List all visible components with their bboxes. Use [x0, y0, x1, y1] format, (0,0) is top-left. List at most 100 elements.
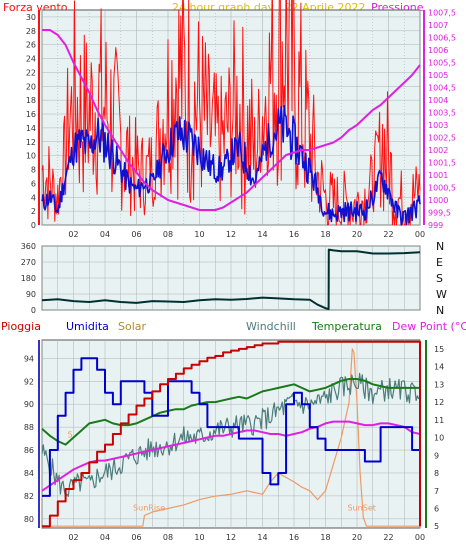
wind-y-tick: 10 — [26, 152, 36, 161]
compass-label: N — [436, 304, 444, 317]
pressure-y-tick: 1006 — [428, 46, 448, 55]
pressure-y-tick: 1003,5 — [428, 109, 456, 118]
pressure-y-tick: 1006,5 — [428, 34, 456, 43]
temperature-y-tick: 14 — [434, 363, 444, 372]
wind-x-tick: 02 — [68, 230, 78, 239]
legend-rain: Pioggia — [1, 320, 41, 333]
legend-humidity: Umidita — [66, 320, 109, 333]
temperature-series — [41, 378, 420, 446]
compass-label: S — [436, 272, 443, 285]
wind-y-tick: 0 — [31, 221, 36, 230]
temp-x-tick: 22 — [383, 533, 393, 542]
temp-x-tick: 14 — [257, 533, 267, 542]
rain-series — [42, 340, 421, 528]
wind-x-tick: 14 — [257, 230, 267, 239]
compass-label: W — [436, 288, 447, 301]
humidity-series — [42, 357, 421, 497]
temp-x-tick: 18 — [320, 533, 330, 542]
temperature-y-tick: 10 — [434, 434, 444, 443]
pressure-y-tick: 999 — [428, 221, 443, 230]
wind-y-tick: 12 — [26, 138, 36, 147]
wind-y-tick: 28 — [26, 27, 36, 36]
humidity-y-tick: 92 — [24, 377, 34, 386]
wind-x-tick: 06 — [131, 230, 141, 239]
compass-label: E — [436, 256, 443, 269]
wind-x-tick: 18 — [320, 230, 330, 239]
direction-y-tick: 90 — [26, 290, 36, 299]
temp-x-tick: 02 — [68, 533, 78, 542]
wind-direction-series — [41, 248, 421, 311]
pressure-y-tick: 1002 — [428, 146, 448, 155]
temp-x-tick: 12 — [226, 533, 236, 542]
temperature-y-tick: 5 — [434, 522, 439, 531]
pressure-y-tick: 1005 — [428, 71, 448, 80]
temperature-y-tick: 7 — [434, 487, 439, 496]
humidity-y-tick: 80 — [24, 515, 34, 524]
wind-y-tick: 6 — [31, 179, 36, 188]
rain-scale-label: 5 — [67, 431, 72, 440]
wind-x-tick: 22 — [383, 230, 393, 239]
pressure-series — [42, 29, 421, 211]
pressure-y-tick: 1001,5 — [428, 159, 456, 168]
compass-label: N — [436, 240, 444, 253]
wind-y-tick: 22 — [26, 68, 36, 77]
wind-y-tick: 2 — [31, 207, 36, 216]
legend-dewpoint: Dew Point (°C) — [392, 320, 466, 333]
temperature-y-tick: 9 — [434, 451, 439, 460]
pressure-y-tick: 1004,5 — [428, 84, 456, 93]
pressure-y-tick: 1000 — [428, 196, 448, 205]
temperature-y-tick: 8 — [434, 469, 439, 478]
direction-y-tick: 0 — [31, 306, 36, 315]
solar-series — [42, 348, 420, 527]
humidity-y-tick: 90 — [24, 400, 34, 409]
pressure-y-tick: 999,5 — [428, 209, 451, 218]
wind-x-tick: 08 — [163, 230, 173, 239]
temperature-y-tick: 13 — [434, 380, 444, 389]
pressure-y-tick: 1002,5 — [428, 134, 456, 143]
sunrise-label: SunRise — [133, 503, 165, 512]
wind-y-tick: 16 — [26, 110, 36, 119]
pressure-y-tick: 1003 — [428, 121, 448, 130]
sunset-label: SunSet — [348, 503, 376, 512]
pressure-y-tick: 1004 — [428, 96, 448, 105]
dewpoint-series — [41, 420, 421, 492]
wind-x-tick: 10 — [194, 230, 204, 239]
windchill-series — [41, 372, 420, 498]
temp-x-tick: 16 — [289, 533, 299, 542]
pressure-y-tick: 1005,5 — [428, 59, 456, 68]
wind-y-tick: 4 — [31, 193, 36, 202]
wind-speed-series — [41, 0, 421, 226]
temp-x-tick: 08 — [163, 533, 173, 542]
wind-x-tick: 12 — [226, 230, 236, 239]
humidity-y-tick: 86 — [24, 446, 34, 455]
pressure-y-tick: 1000,5 — [428, 184, 456, 193]
legend-solar: Solar — [118, 320, 147, 333]
temperature-y-tick: 15 — [434, 345, 444, 354]
temperature-y-tick: 6 — [434, 504, 439, 513]
direction-y-tick: 180 — [21, 274, 36, 283]
temp-x-tick: 06 — [131, 533, 141, 542]
pressure-y-tick: 1007 — [428, 21, 448, 30]
wind-y-tick: 24 — [26, 55, 36, 64]
temp-x-tick: 04 — [100, 533, 110, 542]
temp-x-tick: 20 — [352, 533, 362, 542]
wind-x-tick: 20 — [352, 230, 362, 239]
direction-y-tick: 360 — [21, 242, 36, 251]
humidity-y-tick: 82 — [24, 492, 34, 501]
wind-y-tick: 20 — [26, 82, 36, 91]
pressure-y-tick: 1007,5 — [428, 9, 456, 18]
direction-y-tick: 270 — [21, 258, 36, 267]
wind-y-tick: 30 — [26, 13, 36, 22]
wind-y-tick: 8 — [31, 166, 36, 175]
wind-y-tick: 14 — [26, 124, 36, 133]
wind-y-tick: 26 — [26, 41, 36, 50]
legend-temperature: Temperatura — [312, 320, 382, 333]
humidity-y-tick: 84 — [24, 469, 34, 478]
wind-x-tick: 16 — [289, 230, 299, 239]
humidity-y-tick: 88 — [24, 423, 34, 432]
humidity-y-tick: 94 — [24, 354, 34, 363]
temperature-y-tick: 12 — [434, 398, 444, 407]
legend-windchill: Windchill — [246, 320, 296, 333]
